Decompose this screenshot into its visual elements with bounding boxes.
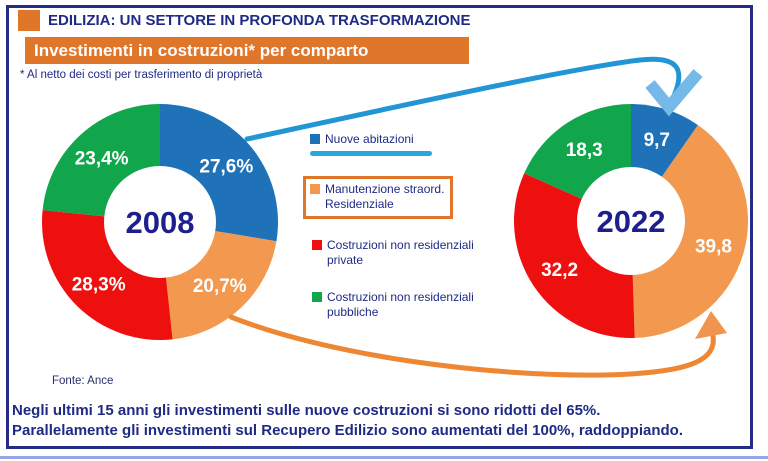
legend-swatch-red-icon (312, 240, 322, 250)
bottom-edge-line (0, 456, 768, 459)
donut-2022-value-label-2: 32,2 (541, 260, 578, 281)
outer-frame (6, 5, 753, 449)
legend-highlight-box: Manutenzione straord. Residenziale (303, 176, 454, 219)
footer-line-1: Negli ultimi 15 anni gli investimenti su… (12, 402, 601, 419)
legend-label-line1: Costruzioni non residenziali (327, 238, 474, 252)
legend-label-line2: pubbliche (327, 305, 379, 319)
donut-2008-value-label-0: 27,6% (199, 157, 253, 178)
donut-2008-value-label-2: 28,3% (72, 275, 126, 296)
blue-arrow-shaft (244, 56, 682, 142)
orange-arrow-shaft (228, 314, 716, 378)
cyan-underline (310, 151, 432, 156)
donut-year-label-2022: 2022 (597, 204, 666, 239)
legend-label-line1: Manutenzione straord. (325, 182, 445, 196)
footer-text: Negli ultimi 15 anni gli investimenti su… (12, 401, 757, 440)
source-label: Fonte: Ance (52, 375, 114, 387)
legend-item-nuove-abitazioni: Nuove abitazioni (310, 132, 414, 147)
donut-2022-value-label-1: 39,8 (695, 237, 732, 258)
legend-swatch-blue-icon (310, 134, 320, 144)
chart-title-banner: Investimenti in costruzioni* per compart… (25, 37, 469, 64)
legend-label-line1: Costruzioni non residenziali (327, 290, 474, 304)
donut-2008-value-label-1: 20,7% (193, 276, 247, 297)
legend-item-manutenzione: Manutenzione straord. Residenziale (310, 182, 444, 212)
donut-year-label-2008: 2008 (126, 205, 195, 240)
orange-curved-arrow-icon (228, 311, 727, 378)
donut-2022-value-label-3: 18,3 (566, 140, 603, 161)
donut-2008-value-label-3: 23,4% (75, 148, 129, 169)
legend-label: Nuove abitazioni (325, 132, 414, 146)
footnote: * Al netto dei costi per trasferimento d… (20, 69, 263, 81)
orange-square-bullet-icon (18, 10, 40, 31)
blue-curved-arrow-icon (244, 56, 703, 142)
legend-label-line2: private (327, 253, 364, 267)
donut-2022-segment-1 (631, 125, 749, 338)
donut-charts-group: 27,6% 20,7% 28,3% 23,4% 2008 9,7 39,8 32,2 18,3 2… (41, 104, 749, 340)
legend-item-non-residenziali-private: Costruzioni non residenziali private (312, 238, 474, 268)
legend-swatch-orange-icon (310, 184, 320, 194)
donut-2022-value-label-0: 9,7 (644, 130, 670, 151)
legend-swatch-green-icon (312, 292, 322, 302)
orange-arrowhead (695, 311, 727, 339)
donut-2022-hole (577, 167, 685, 275)
footer-line-2: Parallelamente gli investimenti sul Recu… (12, 421, 683, 439)
blue-arrowhead (645, 69, 703, 117)
page-title: EDILIZIA: UN SETTORE IN PROFONDA TRASFOR… (48, 12, 471, 29)
legend-label-line2: Residenziale (325, 197, 394, 211)
legend-item-non-residenziali-pubbliche: Costruzioni non residenziali pubbliche (312, 290, 474, 320)
donut-2008-hole (104, 166, 216, 278)
